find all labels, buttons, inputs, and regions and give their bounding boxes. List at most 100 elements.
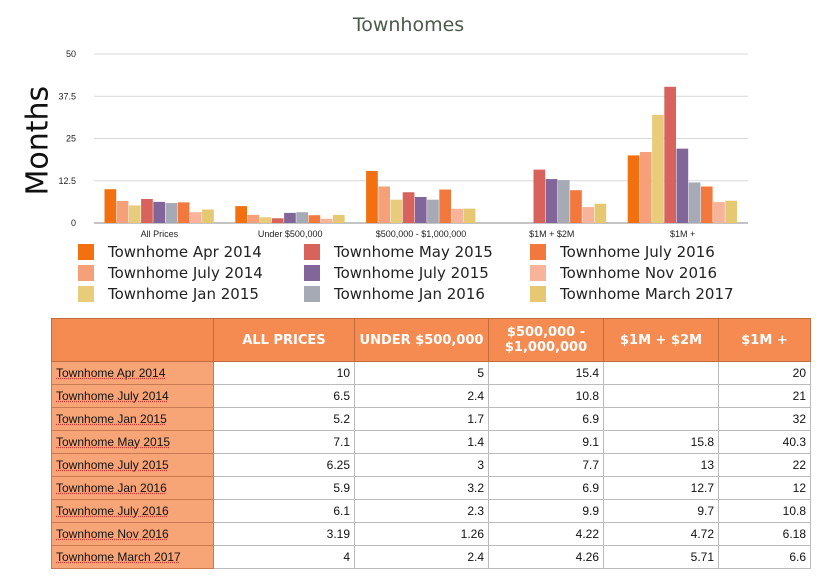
- y-tick-label: 50: [66, 49, 76, 59]
- table-cell: 4: [213, 545, 355, 569]
- table-cell: 7.7: [488, 453, 604, 477]
- row-label: Townhome Jan 2016: [51, 476, 214, 500]
- bar: [247, 214, 260, 223]
- table-cell: 1.4: [354, 430, 489, 454]
- bar: [116, 201, 129, 223]
- table-cell: 5.2: [213, 407, 355, 431]
- bar: [177, 202, 190, 223]
- table-cell: 9.7: [603, 499, 719, 523]
- table-row: Townhome Jan 2016 5.9 3.2 6.9 12.7 12: [51, 476, 811, 500]
- legend-label: Townhome Jan 2015: [108, 285, 259, 303]
- table-cell: [603, 361, 719, 385]
- legend-swatch: [304, 265, 320, 281]
- table-cell: [603, 407, 719, 431]
- bar: [533, 169, 546, 223]
- bar: [652, 114, 664, 223]
- column-header: UNDER $500,000: [354, 318, 489, 362]
- column-header: $1M + $2M: [603, 318, 719, 362]
- table-cell: 6.9: [488, 407, 604, 431]
- table-cell: 9.1: [488, 430, 604, 454]
- legend-item: Townhome July 2015: [304, 263, 489, 283]
- table-cell: 3.19: [213, 522, 355, 546]
- bar: [639, 152, 652, 223]
- table-cell: 5.71: [603, 545, 719, 569]
- bar: [366, 170, 378, 223]
- legend-swatch: [304, 286, 320, 302]
- bar-chart: 0 12.5 25 37.5 50 All Prices Under $500,000 $50…: [58, 49, 748, 239]
- legend-item: Townhome Jan 2016: [304, 284, 485, 304]
- legend-item: Townhome Apr 2014: [78, 242, 262, 262]
- legend-swatch: [530, 244, 546, 260]
- table-cell: 7.1: [213, 430, 355, 454]
- legend-label: Townhome March 2017: [560, 285, 734, 303]
- legend-swatch: [78, 286, 94, 302]
- legend-item: Townhome Jan 2015: [78, 284, 259, 304]
- bar: [557, 180, 570, 223]
- table-cell: 2.4: [354, 545, 489, 569]
- bar: [271, 218, 284, 223]
- legend-item: Townhome Nov 2016: [530, 263, 717, 283]
- legend-item: Townhome May 2015: [304, 242, 493, 262]
- x-tick-label: All Prices: [141, 229, 179, 239]
- table-cell: 5: [354, 361, 489, 385]
- table-cell: 5.9: [213, 476, 355, 500]
- bar: [414, 196, 427, 223]
- row-label: Townhome Nov 2016: [51, 522, 214, 546]
- table-cell: 4.22: [488, 522, 604, 546]
- column-header: [51, 318, 214, 362]
- bar: [296, 212, 308, 223]
- table-cell: 6.1: [213, 499, 355, 523]
- table-cell: 2.4: [354, 384, 489, 408]
- bar: [165, 203, 178, 223]
- table-cell: 4.26: [488, 545, 604, 569]
- legend-label: Townhome July 2015: [334, 264, 489, 282]
- chart-legend: Townhome Apr 2014 Townhome July 2014 Townh…: [78, 242, 798, 304]
- table-row: Townhome May 2015 7.1 1.4 9.1 15.8 40.3: [51, 430, 811, 454]
- table-row: Townhome March 2017 4 2.4 4.26 5.71 6.6: [51, 545, 811, 569]
- table-row: Townhome Nov 2016 3.19 1.26 4.22 4.72 6.18: [51, 522, 811, 546]
- table-cell: 1.7: [354, 407, 489, 431]
- bar: [320, 218, 333, 223]
- legend-swatch: [530, 286, 546, 302]
- bar: [390, 199, 403, 223]
- table-cell: 2.3: [354, 499, 489, 523]
- bar: [402, 192, 415, 223]
- row-label: Townhome March 2017: [51, 545, 214, 569]
- bar: [688, 182, 701, 223]
- data-table: ALL PRICES UNDER $500,000 $500,000 - $1,00…: [51, 318, 811, 569]
- bar: [284, 212, 296, 223]
- bar: [235, 206, 247, 223]
- row-label: Townhome Apr 2014: [51, 361, 214, 385]
- bar: [725, 200, 737, 223]
- bar: [713, 202, 725, 223]
- y-tick-label: 0: [71, 218, 76, 228]
- legend-label: Townhome July 2016: [560, 243, 715, 261]
- table-cell: 40.3: [718, 430, 811, 454]
- row-label: Townhome Jan 2015: [51, 407, 214, 431]
- table-cell: 15.8: [603, 430, 719, 454]
- y-tick-label: 25: [66, 134, 76, 144]
- legend-item: Townhome July 2016: [530, 242, 715, 262]
- bar: [427, 199, 439, 223]
- table-cell: 9.9: [488, 499, 604, 523]
- table-cell: 6.18: [718, 522, 811, 546]
- legend-swatch: [78, 265, 94, 281]
- legend-swatch: [530, 265, 546, 281]
- table-cell: 21: [718, 384, 811, 408]
- x-tick-label: Under $500,000: [258, 229, 323, 239]
- bar: [141, 199, 153, 223]
- legend-swatch: [78, 244, 94, 260]
- x-tick-label: $1M +: [670, 229, 695, 239]
- bar: [128, 205, 141, 223]
- legend-item: Townhome March 2017: [530, 284, 734, 304]
- table-row: Townhome July 2015 6.25 3 7.7 13 22: [51, 453, 811, 477]
- table-cell: 3: [354, 453, 489, 477]
- bar: [570, 190, 582, 223]
- legend-item: Townhome July 2014: [78, 263, 263, 283]
- bar: [104, 189, 117, 223]
- table-cell: [603, 384, 719, 408]
- bar: [202, 209, 214, 223]
- bar: [378, 186, 390, 223]
- bar: [676, 148, 689, 223]
- table-row: Townhome Jan 2015 5.2 1.7 6.9 32: [51, 407, 811, 431]
